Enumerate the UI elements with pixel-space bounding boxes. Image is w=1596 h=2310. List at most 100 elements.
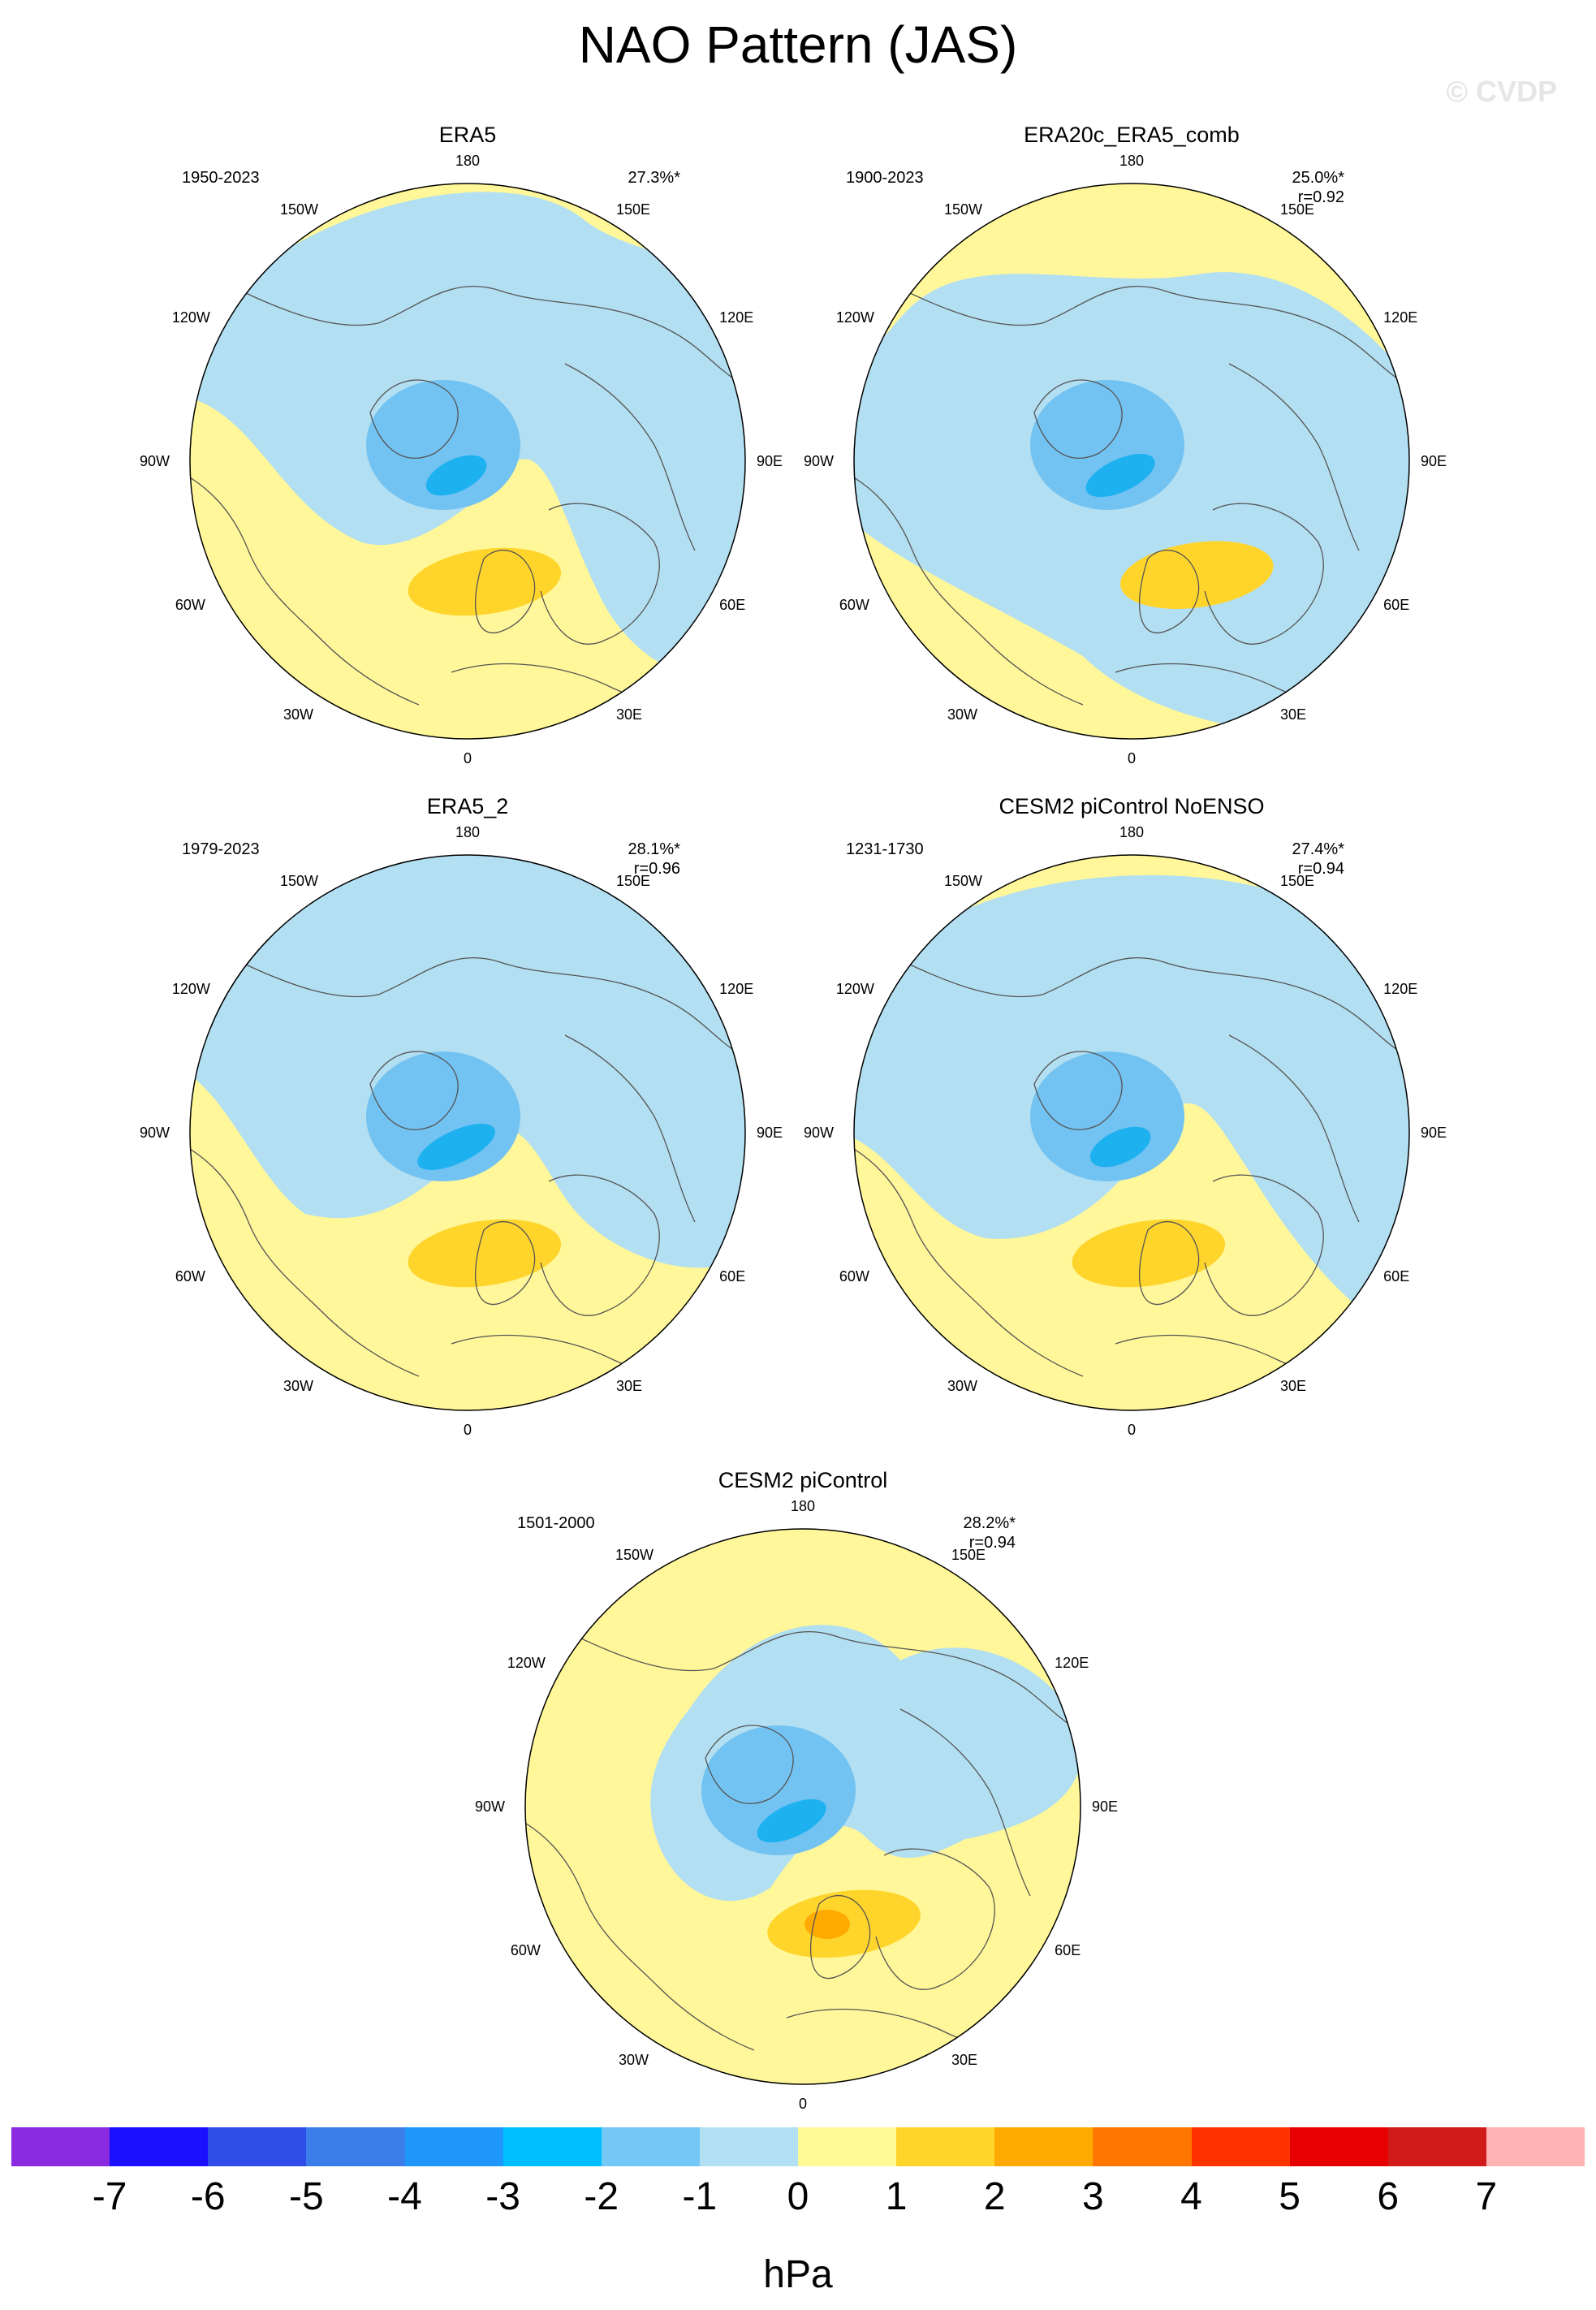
lon-label-lower-left-upper: 60W bbox=[839, 1268, 869, 1285]
lon-label-bottom: 0 bbox=[1127, 1422, 1136, 1438]
colorbar-tick-label: -6 bbox=[190, 2175, 226, 2218]
low-center bbox=[1030, 1051, 1184, 1181]
coastline bbox=[854, 1140, 1084, 1377]
lon-label-lower-left-upper: 60W bbox=[839, 597, 869, 613]
coastline bbox=[564, 363, 696, 551]
lon-label-upper-left-inner: 150W bbox=[280, 872, 319, 889]
lon-label-lower-right-upper: 60E bbox=[1383, 1268, 1410, 1285]
lon-label-right: 90E bbox=[1421, 453, 1447, 469]
colorbar-tick-label: -4 bbox=[387, 2175, 422, 2218]
map-border bbox=[189, 183, 746, 740]
coastline bbox=[190, 468, 420, 706]
coastline bbox=[540, 1174, 660, 1316]
map-border bbox=[853, 854, 1410, 1411]
lon-label-lower-right-upper: 60E bbox=[719, 1268, 746, 1285]
lon-label-upper-right-inner: 150E bbox=[616, 872, 651, 889]
lon-label-bottom: 0 bbox=[798, 2096, 807, 2112]
panel-title-5: CESM2 piControl bbox=[718, 1468, 888, 1492]
coastline bbox=[223, 953, 736, 1052]
coastline bbox=[559, 1627, 1072, 1726]
lon-label-lower-right-upper: 60E bbox=[1055, 1942, 1081, 1958]
colorbar-segment bbox=[896, 2127, 995, 2166]
coastline bbox=[1204, 503, 1324, 645]
colorbar-segment bbox=[601, 2127, 700, 2166]
panel-variance-pct-1: 27.3%* bbox=[628, 169, 681, 187]
panel-variance-pct-5: 28.2%* bbox=[963, 1514, 1016, 1532]
coastline bbox=[369, 379, 459, 459]
colorbar-segment bbox=[798, 2127, 897, 2166]
lon-label-lower-right-lower: 30E bbox=[1280, 706, 1307, 723]
lon-label-lower-right-upper: 60E bbox=[719, 597, 746, 613]
coastline bbox=[474, 1221, 536, 1306]
lon-label-upper-right-outer: 120E bbox=[1383, 981, 1418, 997]
colorbar-segment bbox=[404, 2127, 503, 2166]
lon-label-lower-left-lower: 30W bbox=[947, 1378, 978, 1395]
lon-label-upper-left-inner: 150W bbox=[944, 872, 983, 889]
lon-label-upper-right-inner: 150E bbox=[1280, 201, 1315, 218]
low-center-core bbox=[425, 455, 487, 496]
panel-years-1: 1950-2023 bbox=[182, 169, 260, 187]
lon-label-lower-left-lower: 30W bbox=[947, 706, 978, 723]
lon-label-upper-left-inner: 150W bbox=[944, 201, 983, 218]
colorbar-segment bbox=[994, 2127, 1093, 2166]
colorbar-tick-label: 5 bbox=[1279, 2175, 1301, 2218]
lon-label-top: 180 bbox=[1119, 824, 1145, 840]
coastline bbox=[854, 468, 1084, 706]
colorbar-tick-label: 3 bbox=[1082, 2175, 1104, 2218]
low-center-core bbox=[1085, 453, 1155, 498]
lon-label-upper-right-inner: 150E bbox=[616, 201, 651, 218]
figure-title: NAO Pattern (JAS) bbox=[578, 15, 1018, 74]
map-border bbox=[524, 1528, 1081, 2085]
panel-pattern-corr-4: r=0.94 bbox=[1297, 860, 1344, 878]
colorbar-tick-label: -5 bbox=[289, 2175, 324, 2218]
panel-variance-pct-2: 25.0%* bbox=[1292, 169, 1345, 187]
lon-label-lower-right-lower: 30E bbox=[1280, 1378, 1307, 1395]
colorbar-tick-label: 4 bbox=[1180, 2175, 1202, 2218]
high-center-core bbox=[804, 1910, 850, 1939]
coastline bbox=[1204, 1174, 1324, 1316]
panel-years-2: 1900-2023 bbox=[846, 169, 924, 187]
lon-label-lower-right-lower: 30E bbox=[616, 1378, 643, 1395]
colorbar-tick-label: -3 bbox=[485, 2175, 520, 2218]
polar-map-2 bbox=[853, 183, 1410, 740]
colorbar-tick-label: -2 bbox=[584, 2175, 619, 2218]
lon-label-left: 90W bbox=[140, 1125, 170, 1141]
lon-label-bottom: 0 bbox=[1127, 750, 1136, 766]
lon-label-top: 180 bbox=[455, 153, 481, 169]
lon-label-upper-left-outer: 120W bbox=[171, 981, 210, 997]
lon-label-upper-left-outer: 120W bbox=[835, 981, 874, 997]
panel-title-3: ERA5_2 bbox=[426, 794, 509, 818]
colorbar-segment bbox=[1093, 2127, 1192, 2166]
coastline bbox=[1138, 1221, 1200, 1306]
lon-label-bottom: 0 bbox=[463, 1422, 472, 1438]
lon-label-upper-right-outer: 120E bbox=[719, 309, 754, 326]
colorbar-segment bbox=[306, 2127, 405, 2166]
panel-variance-pct-4: 27.4%* bbox=[1292, 840, 1345, 858]
coastline bbox=[540, 503, 660, 645]
lon-label-left: 90W bbox=[475, 1798, 506, 1815]
map-border bbox=[189, 854, 746, 1411]
polar-map-4 bbox=[853, 854, 1410, 1411]
coastline bbox=[875, 1848, 995, 1990]
colorbar-segment bbox=[1289, 2127, 1388, 2166]
coastline bbox=[899, 1708, 1031, 1897]
coastline bbox=[564, 1034, 696, 1223]
coastline bbox=[809, 1895, 871, 1980]
colorbar-segment bbox=[699, 2127, 798, 2166]
panel-variance-pct-3: 28.1%* bbox=[628, 840, 681, 858]
lon-label-upper-left-inner: 150W bbox=[615, 1546, 654, 1563]
low-center-core bbox=[1089, 1126, 1151, 1168]
lon-label-upper-left-outer: 120W bbox=[507, 1655, 546, 1671]
lon-label-bottom: 0 bbox=[463, 750, 472, 766]
lon-label-upper-right-outer: 120E bbox=[1383, 309, 1418, 326]
coastline bbox=[474, 550, 536, 634]
panel-pattern-corr-2: r=0.92 bbox=[1297, 188, 1344, 206]
polar-map-1 bbox=[189, 183, 746, 740]
coastline bbox=[1228, 1034, 1360, 1223]
colorbar bbox=[11, 2127, 1585, 2166]
lon-label-lower-right-lower: 30E bbox=[951, 2052, 978, 2069]
map-border bbox=[853, 183, 1410, 740]
panel-pattern-corr-3: r=0.96 bbox=[633, 860, 680, 878]
coastline bbox=[1138, 550, 1200, 634]
lon-label-right: 90E bbox=[1421, 1125, 1447, 1141]
